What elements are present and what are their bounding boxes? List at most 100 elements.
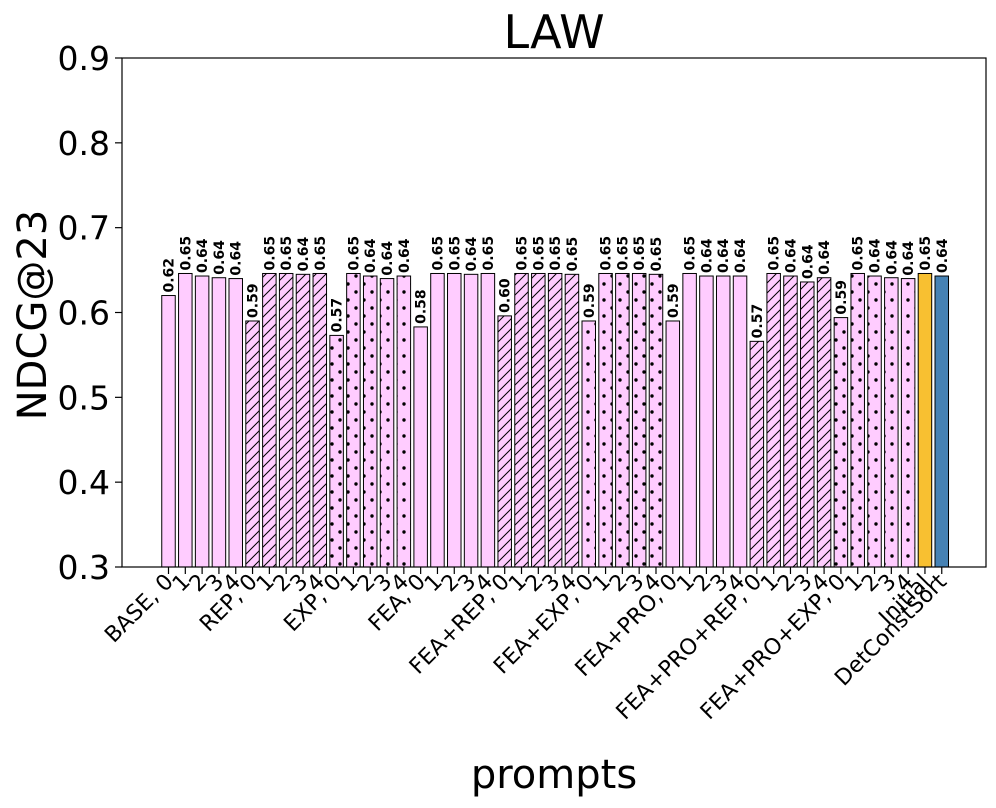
data-label: 0.64 (884, 240, 900, 275)
bar-pattern (817, 277, 831, 567)
bar-pattern (783, 276, 798, 567)
data-label: 0.64 (783, 238, 799, 273)
data-label: 0.65 (531, 236, 547, 271)
bar-pattern (380, 278, 394, 567)
bar (178, 272, 193, 568)
data-label: 0.57 (330, 298, 346, 333)
bar (161, 295, 176, 568)
data-label: 0.65 (262, 236, 278, 271)
data-label: 0.64 (363, 238, 379, 273)
data-label: 0.64 (397, 238, 413, 273)
x-tick-label: BASE, 0 (100, 570, 178, 648)
data-label: 0.64 (868, 238, 884, 273)
y-tick-label: 0.9 (58, 39, 110, 78)
bar-pattern (565, 274, 579, 567)
bar-pattern (262, 273, 277, 567)
bar-pattern (598, 273, 613, 567)
data-label: 0.57 (750, 304, 766, 339)
bar-pattern (850, 273, 865, 567)
data-label: 0.59 (582, 283, 598, 318)
y-tick-label: 0.4 (58, 463, 110, 502)
bar (447, 272, 462, 568)
bar (934, 275, 950, 568)
data-label: 0.65 (313, 236, 329, 271)
bar-pattern (884, 277, 899, 567)
data-label: 0.64 (817, 240, 833, 275)
x-axis-label: prompts (471, 752, 637, 798)
data-label: 0.65 (683, 236, 699, 271)
bar-pattern (582, 320, 596, 567)
bar-pattern (800, 281, 815, 567)
bar-pattern (632, 273, 646, 567)
data-label: 0.65 (548, 236, 564, 271)
y-tick-label: 0.8 (58, 124, 110, 163)
bar-pattern (313, 273, 327, 567)
bar-pattern (397, 276, 411, 567)
data-label: 0.64 (229, 241, 245, 276)
bar (732, 275, 748, 568)
bar (665, 320, 681, 568)
bar-pattern (279, 273, 293, 567)
bar-pattern (245, 320, 260, 567)
data-label: 0.64 (212, 240, 228, 275)
data-label: 0.65 (918, 236, 934, 271)
data-label: 0.64 (464, 237, 480, 272)
data-label: 0.64 (380, 241, 396, 276)
data-label: 0.60 (498, 278, 514, 313)
data-label: 0.62 (162, 258, 178, 293)
data-label: 0.64 (716, 238, 732, 273)
bar-pattern (649, 274, 663, 567)
bar-pattern (296, 274, 310, 567)
bar-pattern (363, 276, 377, 567)
y-tick-label: 0.6 (58, 294, 110, 333)
data-label: 0.65 (851, 236, 867, 271)
data-label: 0.64 (901, 241, 917, 276)
data-label: 0.65 (565, 237, 581, 272)
data-label: 0.65 (346, 236, 362, 271)
data-label: 0.64 (800, 244, 816, 279)
data-label: 0.65 (649, 237, 665, 272)
bar-pattern (548, 273, 562, 567)
bar (480, 272, 496, 568)
bar-pattern (497, 315, 512, 567)
chart-title: LAW (503, 5, 604, 59)
data-label: 0.65 (615, 236, 631, 271)
bar-pattern (531, 273, 546, 567)
data-label: 0.59 (246, 283, 262, 318)
bar-pattern (766, 273, 781, 567)
bar (194, 275, 210, 568)
bar (463, 273, 479, 568)
y-tick-label: 0.5 (58, 378, 110, 417)
data-label: 0.65 (447, 236, 463, 271)
bar-pattern (750, 341, 764, 567)
data-label: 0.64 (699, 238, 715, 273)
bar-pattern (514, 273, 529, 567)
bar-pattern (867, 276, 882, 567)
data-label: 0.65 (515, 236, 531, 271)
data-label: 0.65 (632, 236, 648, 271)
bar (430, 272, 445, 568)
y-axis-label: NDCG@23 (10, 210, 56, 421)
data-label: 0.65 (767, 236, 783, 271)
bar (917, 272, 933, 568)
data-label: 0.64 (195, 238, 211, 273)
data-label: 0.59 (834, 280, 850, 315)
bar (211, 277, 227, 568)
bar-pattern (901, 278, 915, 567)
bar-pattern (346, 273, 361, 567)
data-label: 0.65 (599, 236, 615, 271)
data-label: 0.58 (414, 289, 430, 324)
data-label: 0.65 (481, 236, 497, 271)
data-label: 0.64 (733, 238, 749, 273)
bar-pattern (834, 317, 848, 567)
data-label: 0.59 (666, 283, 682, 318)
bar-pattern (329, 335, 344, 567)
bar (682, 272, 697, 568)
data-label: 0.64 (296, 237, 312, 272)
bar (413, 326, 428, 568)
data-label: 0.65 (279, 236, 295, 271)
bar (699, 275, 714, 568)
y-tick-label: 0.7 (58, 209, 110, 248)
data-label: 0.65 (430, 236, 446, 271)
